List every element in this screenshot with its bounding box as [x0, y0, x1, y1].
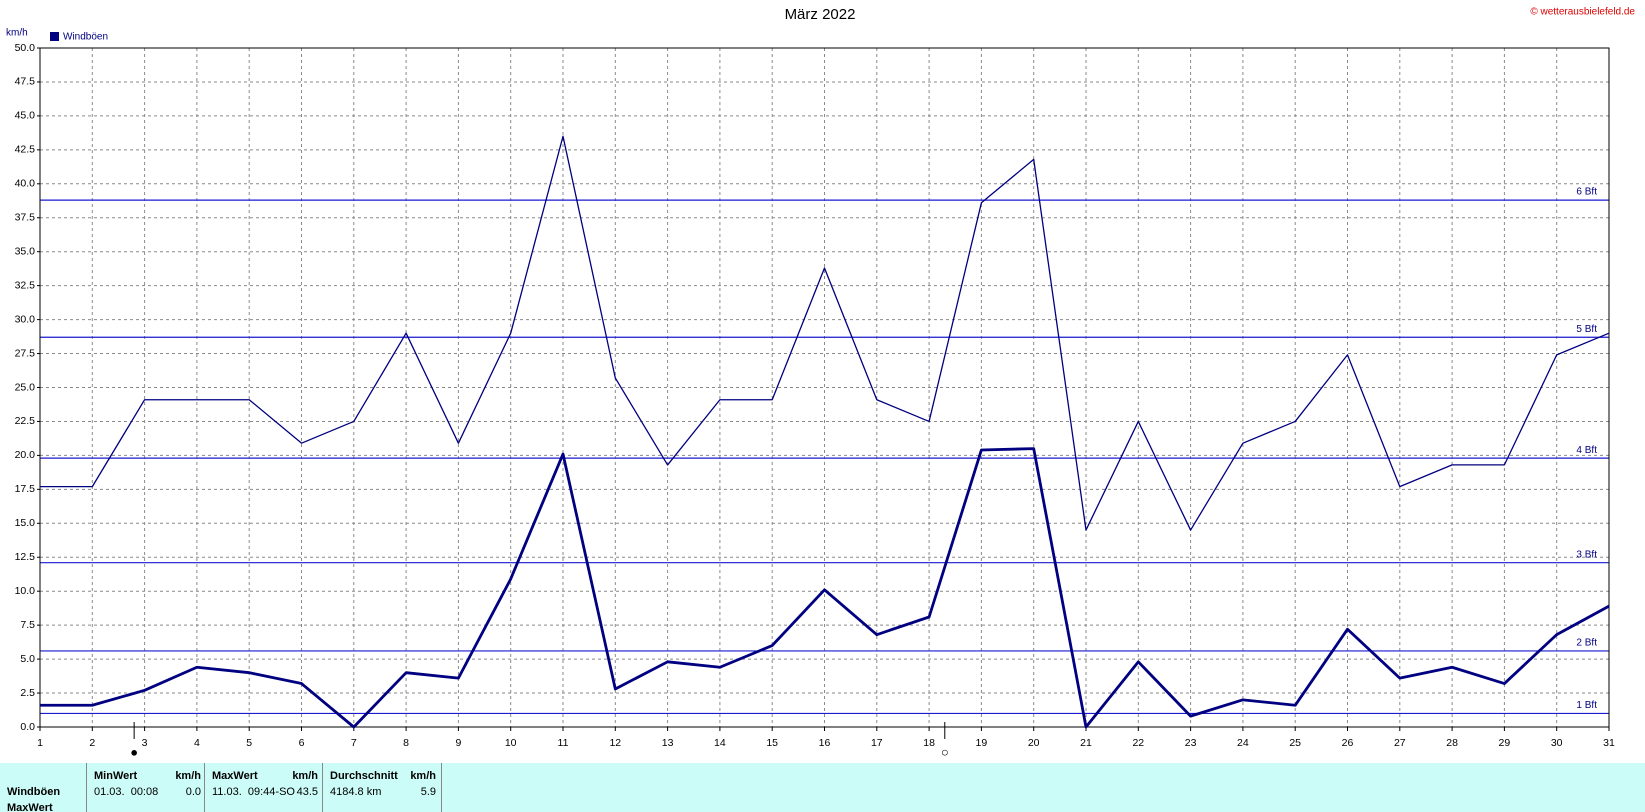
y-tick-label: 7.5: [20, 619, 35, 631]
x-tick-label: 14: [714, 737, 726, 749]
x-tick-label: 22: [1132, 737, 1144, 749]
reference-label: 5 Bft: [1576, 324, 1597, 335]
x-tick-label: 20: [1028, 737, 1040, 749]
x-tick-label: 31: [1603, 737, 1615, 749]
x-tick-label: 1: [37, 737, 43, 749]
y-tick-label: 27.5: [15, 347, 36, 359]
y-tick-label: 50.0: [15, 42, 36, 54]
reference-label: 6 Bft: [1576, 187, 1597, 198]
row-label: Windböen: [7, 786, 61, 798]
series-line: [40, 447, 1610, 729]
legend-swatch: [50, 32, 59, 41]
x-tick-label: 23: [1185, 737, 1197, 749]
y-tick-label: 0.0: [20, 721, 35, 733]
x-tick-label: 15: [766, 737, 778, 749]
x-tick-label: 28: [1446, 737, 1458, 749]
y-tick-label: 12.5: [15, 551, 36, 563]
column-separator: [204, 763, 205, 812]
y-tick-label: 40.0: [15, 178, 36, 190]
y-tick-label: 15.0: [15, 517, 36, 529]
chart: März 2022 km/h © wetterausbielefeld.de W…: [6, 6, 1635, 759]
reference-label: 4 Bft: [1576, 445, 1597, 456]
legend-label: Windböen: [63, 32, 108, 43]
y-tick-label: 30.0: [15, 313, 36, 325]
column-header: MaxWert: [212, 770, 258, 782]
column-header: MinWert: [94, 770, 138, 782]
x-tick-label: 29: [1499, 737, 1511, 749]
y-tick-label: 25.0: [15, 381, 36, 393]
column-separator: [441, 763, 442, 812]
x-tick-label: 24: [1237, 737, 1249, 749]
x-tick-label: 26: [1342, 737, 1354, 749]
y-axis-label: km/h: [6, 28, 28, 39]
y-tick-label: 32.5: [15, 279, 36, 291]
x-tick-label: 4: [194, 737, 200, 749]
y-tick-label: 47.5: [15, 76, 36, 88]
y-tick-label: 37.5: [15, 212, 36, 224]
series-line: [40, 135, 1610, 531]
reference-label: 3 Bft: [1576, 549, 1597, 560]
copyright: © wetterausbielefeld.de: [1530, 7, 1635, 18]
x-tick-label: 2: [89, 737, 95, 749]
column-unit: km/h: [175, 770, 201, 782]
x-tick-label: 13: [662, 737, 674, 749]
x-tick-label: 18: [923, 737, 935, 749]
x-tick-label: 12: [609, 737, 621, 749]
y-tick-label: 2.5: [20, 687, 35, 699]
column-separator: [322, 763, 323, 812]
column-time: 01.03. 00:08: [94, 786, 159, 798]
column-separator: [86, 763, 87, 812]
moon-phase: ●: [130, 744, 138, 759]
stats-table: Windböen MaxWert MinWert km/h 01.03. 00:08 0.…: [0, 763, 1645, 812]
column-value: 0.0: [185, 786, 201, 798]
x-tick-label: 6: [299, 737, 305, 749]
column-unit: km/h: [410, 770, 436, 782]
y-tick-label: 35.0: [15, 245, 36, 257]
x-tick-label: 9: [455, 737, 461, 749]
y-tick-label: 17.5: [15, 483, 36, 495]
reference-label: 2 Bft: [1576, 638, 1597, 649]
x-tick-label: 17: [871, 737, 883, 749]
chart-title: März 2022: [785, 6, 856, 23]
x-tick-label: 25: [1289, 737, 1301, 749]
reference-label: 1 Bft: [1576, 700, 1597, 711]
column-unit: km/h: [292, 770, 318, 782]
plot-frame: [39, 47, 1610, 728]
x-tick-label: 11: [558, 737, 569, 749]
column-value: 5.9: [420, 786, 436, 798]
y-tick-label: 5.0: [20, 653, 35, 665]
row-label: MaxWert: [7, 802, 53, 812]
column-header: Durchschnitt: [330, 770, 398, 782]
column-time: 4184.8 km: [330, 786, 382, 798]
x-tick-label: 30: [1551, 737, 1563, 749]
x-tick-label: 10: [505, 737, 517, 749]
y-tick-label: 22.5: [15, 415, 36, 427]
column-value: 43.5: [296, 786, 318, 798]
column-time: 11.03. 09:44-SO: [212, 786, 295, 798]
y-tick-label: 20.0: [15, 449, 36, 461]
x-tick-label: 27: [1394, 737, 1406, 749]
moon-phase: ○: [941, 744, 949, 759]
y-tick-label: 45.0: [15, 110, 36, 122]
x-tick-label: 5: [246, 737, 252, 749]
y-tick-label: 10.0: [15, 585, 36, 597]
y-tick-label: 42.5: [15, 144, 36, 156]
x-tick-label: 21: [1080, 737, 1092, 749]
x-tick-label: 16: [819, 737, 831, 749]
x-tick-label: 19: [976, 737, 988, 749]
x-tick-label: 7: [351, 737, 357, 749]
x-tick-label: 3: [142, 737, 148, 749]
x-tick-label: 8: [403, 737, 409, 749]
